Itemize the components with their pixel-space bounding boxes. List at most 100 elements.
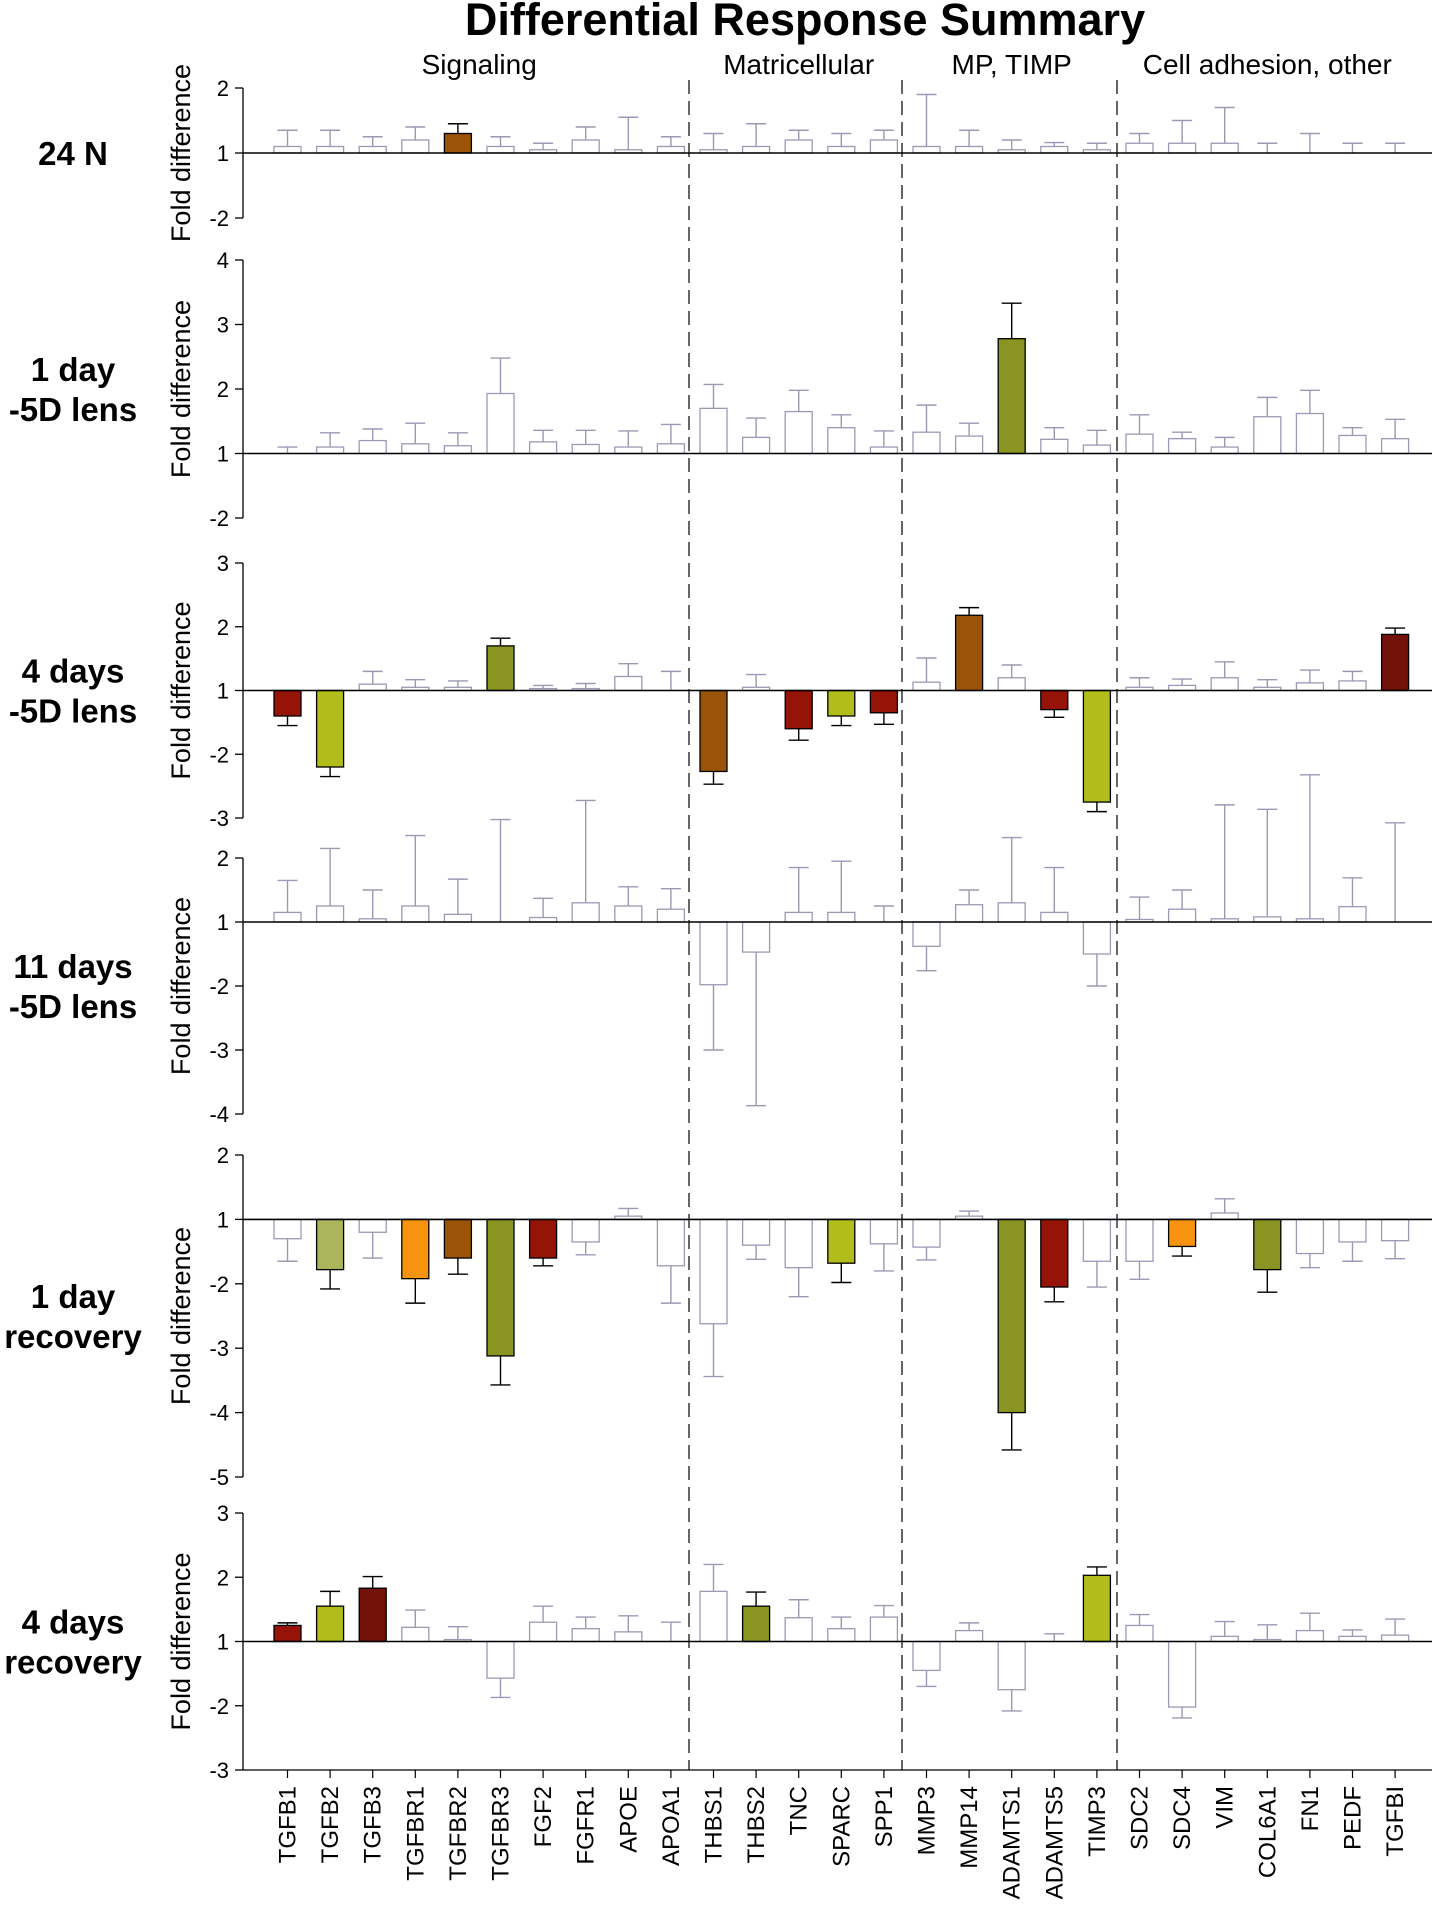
y-tick-label: 3 <box>217 551 229 576</box>
bar <box>954 904 984 923</box>
bar <box>827 145 856 154</box>
bar <box>486 145 515 154</box>
bar <box>443 132 473 154</box>
panel: 3 2 1 -2 -3 Fold difference 4 days-5D lens <box>9 551 1432 831</box>
row-label: 1 day <box>31 1278 116 1315</box>
bar <box>656 908 686 923</box>
y-tick-label: 4 <box>217 248 229 273</box>
bar <box>1295 1218 1325 1255</box>
y-tick-label: -2 <box>209 742 229 767</box>
bar <box>528 441 558 455</box>
bar <box>315 1605 345 1643</box>
bar <box>954 614 984 692</box>
category-label: TGFBR2 <box>445 1786 472 1881</box>
panel: 2 1 -2 Fold difference 24 N <box>38 64 1432 242</box>
row-label: 11 days <box>13 948 132 985</box>
bar <box>741 921 771 953</box>
row-label: recovery <box>4 1318 142 1355</box>
y-tick-label: -2 <box>209 974 229 999</box>
bar <box>401 905 430 923</box>
bar <box>1040 689 1069 711</box>
bar <box>997 677 1026 692</box>
bar <box>1040 911 1069 923</box>
bar <box>954 1629 984 1643</box>
bar <box>443 445 473 455</box>
bar <box>1380 1218 1410 1242</box>
bar <box>614 905 643 923</box>
bar <box>912 921 941 947</box>
bar <box>954 145 984 154</box>
bar <box>784 689 813 730</box>
group-label: Matricellular <box>723 49 874 80</box>
chart-panels: 2 1 -2 Fold difference 24 N 4 3 2 1 -2 Fold differ… <box>4 64 1432 1783</box>
category-label: SDC2 <box>1127 1786 1154 1850</box>
category-label: TGFB2 <box>317 1786 344 1863</box>
bar <box>1167 1218 1197 1248</box>
bar <box>315 446 345 455</box>
bar <box>699 1590 728 1643</box>
y-tick-label: 1 <box>217 910 229 935</box>
bar <box>486 1640 515 1679</box>
bar <box>997 338 1026 455</box>
group-labels: Signaling Matricellular MP, TIMP Cell adhes… <box>422 49 1392 80</box>
bar <box>699 921 728 986</box>
bar <box>614 446 643 455</box>
category-label: TGFB3 <box>360 1786 387 1863</box>
category-label: APOE <box>615 1786 642 1853</box>
bar <box>486 645 515 692</box>
bar <box>912 681 941 692</box>
bar <box>699 407 728 455</box>
bar <box>869 689 899 714</box>
y-tick-label: -3 <box>209 1038 229 1063</box>
bar <box>401 1626 430 1643</box>
bar <box>954 435 984 455</box>
bar <box>1295 682 1325 692</box>
y-tick-label: 2 <box>217 76 229 101</box>
chart-grid <box>688 80 1118 1770</box>
bar <box>741 1605 771 1643</box>
bar <box>827 689 856 717</box>
bar <box>571 1628 600 1643</box>
bar <box>401 1218 430 1280</box>
bar <box>784 139 813 154</box>
category-label: TIMP3 <box>1084 1786 1111 1857</box>
group-label: Signaling <box>422 49 537 80</box>
row-label: -5D lens <box>9 391 137 428</box>
bar <box>869 1218 899 1245</box>
category-label: FGF2 <box>530 1786 557 1847</box>
bar <box>315 905 345 923</box>
category-label: COL6A1 <box>1254 1786 1281 1878</box>
row-label: 24 N <box>38 135 108 172</box>
y-axis-label: Fold difference <box>166 601 196 779</box>
bar <box>1253 1218 1282 1271</box>
y-tick-label: -3 <box>209 1336 229 1361</box>
bar <box>869 446 899 455</box>
bar <box>528 1621 558 1643</box>
y-tick-label: 1 <box>217 1630 229 1655</box>
y-axis-label: Fold difference <box>166 1227 196 1405</box>
bar <box>1253 416 1282 455</box>
bar <box>1040 1218 1069 1288</box>
bar <box>1210 446 1239 455</box>
bar <box>1338 680 1367 692</box>
bar <box>315 1218 345 1271</box>
category-label: FGFR1 <box>573 1786 600 1865</box>
row-label: 1 day <box>31 351 116 388</box>
bar <box>1082 1574 1112 1643</box>
bar <box>401 139 430 154</box>
y-tick-label: 1 <box>217 1207 229 1232</box>
y-tick-label: 3 <box>217 313 229 338</box>
bar <box>358 145 387 154</box>
category-label: THBS2 <box>743 1786 770 1863</box>
y-tick-label: 2 <box>217 1143 229 1168</box>
category-label: TNC <box>786 1786 813 1835</box>
bar <box>1167 438 1197 455</box>
y-tick-label: -4 <box>209 1102 229 1127</box>
bar <box>1082 689 1112 803</box>
bar <box>486 392 515 455</box>
bar <box>273 689 302 717</box>
y-tick-label: -3 <box>209 1758 229 1783</box>
bar <box>912 1640 941 1672</box>
y-tick-label: 1 <box>217 442 229 467</box>
